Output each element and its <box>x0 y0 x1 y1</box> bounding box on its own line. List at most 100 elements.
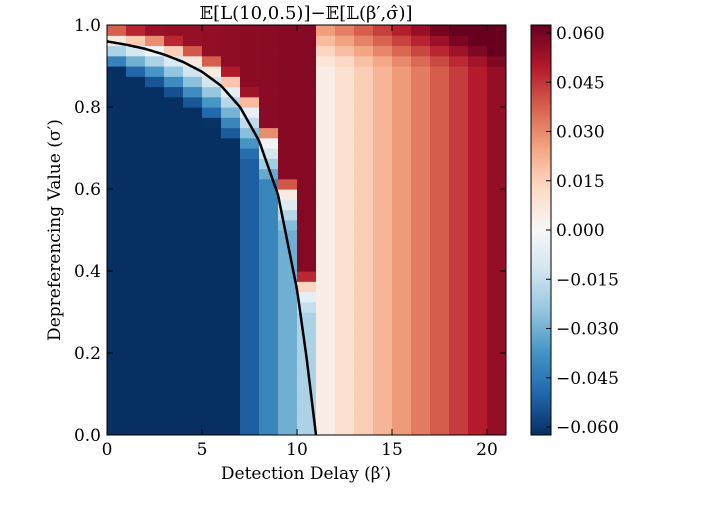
colorbar-tick-label: 0.000 <box>556 221 605 241</box>
heatmap-cell <box>411 96 431 108</box>
heatmap-cell <box>164 394 184 405</box>
heatmap-cell <box>164 271 184 282</box>
heatmap-cell <box>354 25 374 36</box>
heatmap-cell <box>278 250 298 262</box>
heatmap-cell <box>107 199 127 211</box>
heatmap-cell <box>221 178 241 190</box>
heatmap-cell <box>240 373 260 385</box>
heatmap-cell <box>183 363 203 375</box>
heatmap-cell <box>335 127 355 139</box>
heatmap-cell <box>373 127 393 139</box>
heatmap-cell <box>354 86 374 98</box>
heatmap-cell <box>183 250 203 262</box>
heatmap-cell <box>354 281 374 293</box>
heatmap-cell <box>164 209 184 221</box>
heatmap-cell <box>183 127 203 139</box>
heatmap-cell <box>297 322 317 334</box>
heatmap-cell <box>297 404 317 416</box>
heatmap-cell <box>297 168 317 180</box>
heatmap-cell <box>107 342 127 354</box>
heatmap-cell <box>164 96 184 108</box>
heatmap-cell <box>221 219 241 231</box>
heatmap-cell <box>430 363 450 375</box>
heatmap-cell <box>240 424 260 435</box>
heatmap-cell <box>487 271 506 282</box>
heatmap-cell <box>468 342 488 354</box>
heatmap-cell <box>449 240 469 252</box>
heatmap-cell <box>411 45 431 57</box>
heatmap-cell <box>335 96 355 108</box>
heatmap-cell <box>487 332 506 344</box>
heatmap-cell <box>240 199 260 211</box>
heatmap-cell <box>126 158 146 170</box>
heatmap-cell <box>449 86 469 98</box>
heatmap-cell <box>202 209 222 221</box>
heatmap-cell <box>430 96 450 108</box>
heatmap-cell <box>126 189 146 200</box>
heatmap-cell <box>411 332 431 344</box>
heatmap-cell <box>259 332 279 344</box>
heatmap-cell <box>335 414 355 426</box>
heatmap-cell <box>126 322 146 334</box>
heatmap-cell <box>430 353 450 364</box>
heatmap-cell <box>297 342 317 354</box>
heatmap-cell <box>126 373 146 385</box>
heatmap-cell <box>316 209 336 221</box>
heatmap-cell <box>240 312 260 323</box>
heatmap-cell <box>164 168 184 180</box>
heatmap-cell <box>449 424 469 435</box>
heatmap-cell <box>278 189 298 200</box>
heatmap-cell <box>278 281 298 293</box>
heatmap-cell <box>335 189 355 200</box>
heatmap-cell <box>259 35 279 47</box>
heatmap-cell <box>449 189 469 200</box>
heatmap-cell <box>278 148 298 159</box>
heatmap-cell <box>449 127 469 139</box>
heatmap-cell <box>430 240 450 252</box>
heatmap-cell <box>164 363 184 375</box>
heatmap-cell <box>335 137 355 149</box>
heatmap-cell <box>297 127 317 139</box>
heatmap-cell <box>392 107 412 118</box>
heatmap-cell <box>316 199 336 211</box>
heatmap-cell <box>411 322 431 334</box>
heatmap-cell <box>240 332 260 344</box>
heatmap-cell <box>107 209 127 221</box>
heatmap-cell <box>354 219 374 231</box>
heatmap-cell <box>164 219 184 231</box>
heatmap-cell <box>487 45 506 57</box>
heatmap-cell <box>430 424 450 435</box>
heatmap-cell <box>145 178 165 190</box>
heatmap-cell <box>316 96 336 108</box>
heatmap-cell <box>126 404 146 416</box>
heatmap-cell <box>202 219 222 231</box>
heatmap-cell <box>335 230 355 241</box>
heatmap-cell <box>107 117 127 129</box>
heatmap-cell <box>240 189 260 200</box>
heatmap-cells <box>107 25 506 435</box>
heatmap-cell <box>354 158 374 170</box>
heatmap-cell <box>202 86 222 98</box>
heatmap-cell <box>126 353 146 364</box>
heatmap-cell <box>335 312 355 323</box>
heatmap-cell <box>449 137 469 149</box>
heatmap-cell <box>487 178 506 190</box>
heatmap-cell <box>297 76 317 88</box>
heatmap-cell <box>411 342 431 354</box>
heatmap-cell <box>278 76 298 88</box>
heatmap-cell <box>373 383 393 395</box>
heatmap-cell <box>468 66 488 77</box>
heatmap-cell <box>297 117 317 129</box>
heatmap-cell <box>221 240 241 252</box>
heatmap-cell <box>373 281 393 293</box>
heatmap-cell <box>259 76 279 88</box>
heatmap-cell <box>164 301 184 313</box>
heatmap-cell <box>335 178 355 190</box>
heatmap-cell <box>430 260 450 272</box>
heatmap-cell <box>126 45 146 57</box>
heatmap-cell <box>373 394 393 405</box>
heatmap-cell <box>430 342 450 354</box>
heatmap-cell <box>468 55 488 67</box>
heatmap-cell <box>259 271 279 282</box>
heatmap-cell <box>183 322 203 334</box>
